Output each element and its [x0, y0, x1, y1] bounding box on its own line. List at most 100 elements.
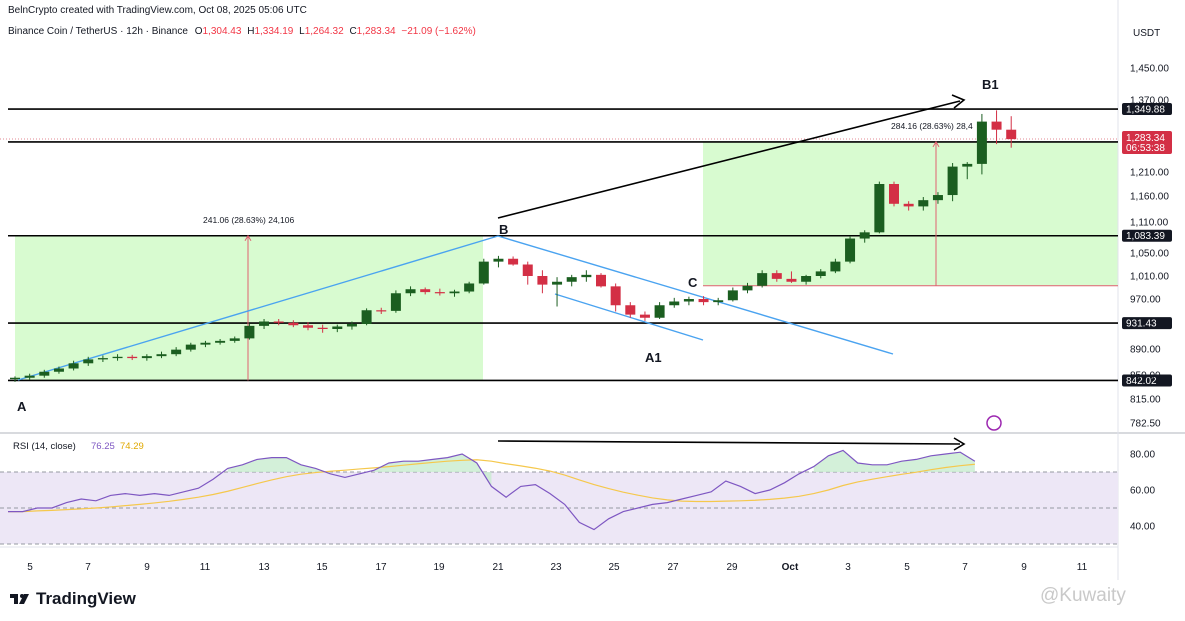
- time-tick-label: 9: [144, 562, 150, 573]
- level-label: 931.43: [1126, 319, 1157, 330]
- rsi-tick-label: 40.00: [1130, 522, 1155, 533]
- measure-arrowhead-1: [244, 234, 252, 242]
- change-value: −21.09 (−1.62%): [401, 26, 476, 37]
- candle-body: [390, 293, 401, 311]
- measure-label-1: 241.06 (28.63%) 24,106: [203, 215, 294, 225]
- candle-body: [654, 305, 665, 318]
- rsi-divergence-arrowhead: [953, 437, 966, 451]
- time-tick-label: 5: [904, 562, 910, 573]
- candle-body: [259, 321, 270, 326]
- channel-lower: [554, 293, 704, 341]
- brand-name: TradingView: [36, 589, 136, 608]
- time-tick-label: 21: [492, 562, 504, 573]
- candle-body: [112, 356, 123, 359]
- price-tick-label: 1,050.00: [1130, 249, 1169, 260]
- open-value: 1,304.43: [202, 26, 242, 37]
- candle-body: [962, 163, 973, 167]
- time-tick-label: 3: [845, 562, 851, 573]
- rsi-overbought-fill: [227, 450, 975, 487]
- tradingview-logo[interactable]: TradingView: [10, 589, 136, 609]
- candle-body: [947, 166, 958, 196]
- candle-body: [449, 291, 460, 294]
- candle-body: [537, 276, 548, 285]
- trendline-b-b1: [497, 100, 961, 219]
- rsi-line: [8, 449, 976, 531]
- rsi-ma-line: [8, 459, 975, 513]
- time-tick-label: 7: [962, 562, 968, 573]
- candle-body: [508, 258, 519, 265]
- measure-label-2: 284.16 (28.63%) 28,4: [891, 121, 973, 131]
- zone-a-b: [15, 235, 483, 381]
- candle-body: [918, 200, 929, 207]
- measure-arrowhead-2: [932, 140, 940, 148]
- candle-body: [303, 325, 313, 328]
- time-tick-label: 19: [433, 562, 445, 573]
- level-label: 842.02: [1126, 376, 1157, 387]
- rsi-band: [0, 472, 1118, 544]
- level-label: 1,349.88: [1126, 105, 1165, 116]
- time-tick-label: 5: [27, 562, 33, 573]
- candle-body: [932, 195, 943, 201]
- candle-body: [420, 289, 431, 293]
- candle-body: [771, 273, 782, 279]
- currency-label: USDT: [1133, 28, 1160, 39]
- candle-body: [244, 325, 255, 339]
- tradingview-logo-icon: [10, 594, 29, 604]
- candle-body: [288, 322, 299, 326]
- price-tick-label: 1,210.00: [1130, 168, 1169, 179]
- candle-body: [361, 310, 372, 324]
- symbol-legend[interactable]: Binance Coin / TetherUS · 12h · Binance …: [8, 26, 476, 37]
- candle-body: [801, 276, 812, 282]
- annotation-b: B: [499, 222, 508, 237]
- candle-body: [229, 338, 240, 341]
- candle-body: [24, 375, 35, 378]
- candle-body: [464, 283, 475, 292]
- symbol-name: Binance Coin / TetherUS · 12h · Binance: [8, 26, 188, 37]
- candle-body: [68, 363, 79, 369]
- zone-c-b1: [703, 141, 1118, 286]
- candle-body: [127, 356, 138, 359]
- price-tick-label: 970.00: [1130, 295, 1161, 306]
- candle-body: [317, 327, 328, 329]
- candle-body: [97, 358, 108, 360]
- open-label: O: [194, 26, 203, 37]
- candle-body: [566, 277, 577, 282]
- candle-body: [830, 261, 841, 272]
- candle-body: [991, 121, 1002, 130]
- time-tick-label: 25: [608, 562, 620, 573]
- candle-body: [698, 299, 709, 303]
- candle-body: [434, 292, 445, 294]
- candle-body: [10, 377, 20, 380]
- candle-body: [669, 301, 680, 306]
- price-tick-label: 1,010.00: [1130, 272, 1169, 283]
- annotation-b1: B1: [982, 77, 999, 92]
- last-price-label: 1,283.34: [1126, 133, 1165, 144]
- rsi-divergence-line: [497, 440, 961, 445]
- time-tick-label: 17: [375, 562, 387, 573]
- time-tick-label: Oct: [782, 562, 799, 573]
- candle-body: [859, 232, 870, 239]
- candle-body: [1006, 129, 1017, 140]
- close-label: C: [349, 26, 357, 37]
- candle-body: [39, 371, 50, 376]
- time-tick-label: 13: [258, 562, 270, 573]
- annotation-c: C: [688, 275, 698, 290]
- annotation-a1: A1: [645, 350, 662, 365]
- countdown-label: 06:53:38: [1126, 143, 1165, 154]
- last-price-tag: [1122, 130, 1172, 154]
- level-label: 1,083.39: [1126, 231, 1165, 242]
- low-label: L: [299, 26, 305, 37]
- channel-upper: [497, 235, 894, 355]
- level-tag: [1122, 229, 1172, 242]
- candle-body: [727, 290, 738, 301]
- watermark: @Kuwaity: [1040, 585, 1126, 606]
- candle-body: [625, 305, 636, 315]
- candle-body: [156, 354, 167, 357]
- low-value: 1,264.32: [304, 26, 344, 37]
- time-tick-label: 11: [1077, 562, 1088, 573]
- time-tick-label: 29: [726, 562, 738, 573]
- rsi-legend-title: RSI (14, close): [13, 441, 76, 452]
- candle-body: [53, 368, 64, 372]
- candle-body: [141, 356, 152, 359]
